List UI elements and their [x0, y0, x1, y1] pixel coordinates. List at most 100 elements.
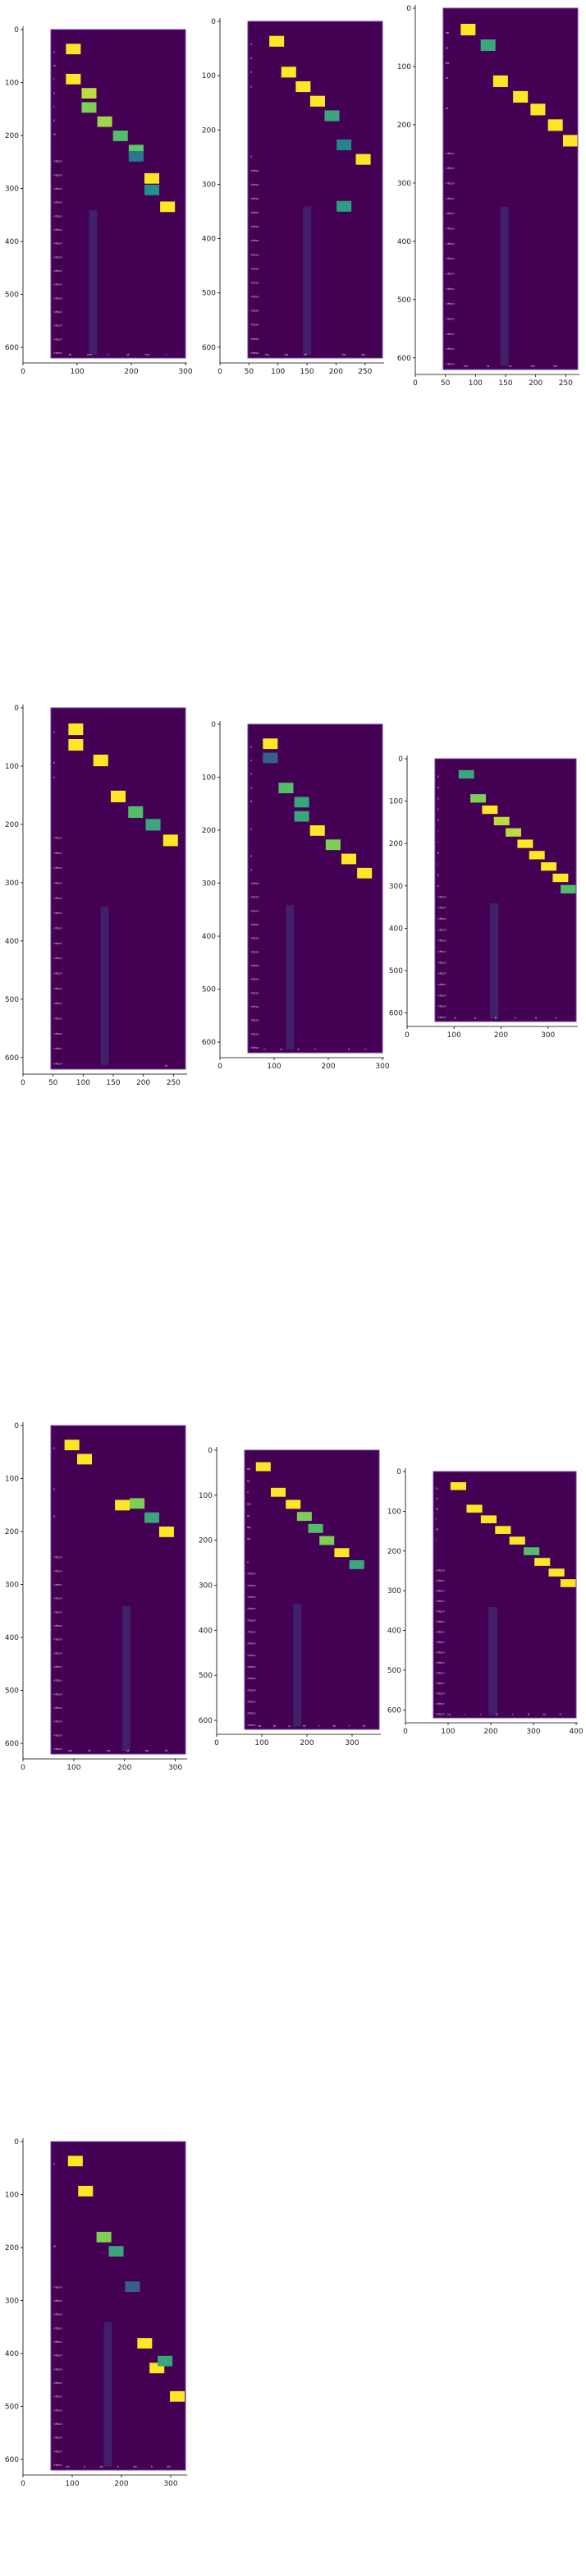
col-tick-label: fi — [535, 1017, 537, 1020]
row-tick-label: ie — [436, 1507, 438, 1510]
row-tick-label: er — [53, 132, 57, 135]
heatmap-frame — [433, 1471, 577, 1719]
row-tick-label: <fes> — [53, 2381, 62, 2385]
row-tick-label: <fes> — [53, 852, 62, 855]
heatmap-cell — [137, 2338, 153, 2349]
row-tick-label: <fes> — [446, 257, 455, 260]
row-tick-label: <fes> — [250, 296, 259, 299]
y-tick-label: 0 — [14, 1422, 19, 1430]
heatmap-cell — [562, 135, 578, 147]
x-tick-label: 200 — [117, 1764, 131, 1772]
heatmap-cell — [130, 1498, 145, 1509]
row-tick-label: <fes> — [436, 1702, 445, 1706]
row-tick-label: <fes> — [437, 928, 446, 931]
row-tick-label: e — [250, 43, 252, 46]
row-tick-label: <fes> — [53, 324, 62, 328]
row-tick-label: <fes> — [250, 337, 259, 341]
y-tick-label: 0 — [14, 2138, 19, 2147]
heatmap-background — [435, 759, 576, 1022]
row-tick-label: <fes> — [437, 907, 446, 910]
x-tick-label: 0 — [405, 1031, 410, 1040]
y-tick-label: 500 — [5, 2404, 19, 2412]
row-tick-label: <fes> — [446, 287, 455, 291]
x-tick-label: 0 — [21, 1764, 25, 1772]
row-tick-label: <fes> — [436, 1641, 445, 1644]
heatmap-cell — [96, 2231, 112, 2243]
heatmap-cell — [319, 1536, 335, 1545]
x-tick-label: 100 — [70, 368, 84, 376]
row-tick-label: <fes> — [250, 310, 259, 313]
heatmap-cell — [170, 2390, 185, 2402]
row-tick-label: <fes> — [247, 1642, 256, 1646]
col-tick-label: a — [474, 1017, 476, 1020]
y-tick-label: 200 — [389, 840, 403, 848]
heatmap-cell — [269, 35, 285, 47]
heatmap-cell — [110, 790, 126, 802]
row-tick-label: a — [437, 786, 439, 789]
col-tick-label: st — [126, 1749, 130, 1752]
row-tick-label: ea — [247, 1467, 250, 1471]
heatmap-cell — [552, 873, 569, 883]
heatmap-cell — [506, 828, 522, 837]
row-tick-label: <fes> — [247, 1584, 256, 1587]
row-tick-label: <fes> — [53, 296, 62, 300]
row-tick-label: an — [247, 1537, 250, 1541]
row-tick-label: <fes> — [53, 1017, 62, 1021]
y-tick-label: 200 — [5, 1528, 19, 1536]
row-tick-label: <fes> — [53, 866, 62, 870]
row-tick-label: <fes> — [437, 983, 446, 986]
row-tick-label: e — [437, 775, 439, 778]
row-tick-label: <fes> — [446, 318, 455, 321]
heatmap-cell — [561, 884, 576, 893]
y-tick-label: 400 — [5, 938, 19, 946]
heatmap-background — [248, 724, 382, 1053]
y-tick-label: 500 — [389, 967, 403, 976]
row-tick-label: <fes> — [53, 351, 62, 355]
col-tick-label: r — [512, 1713, 514, 1716]
row-tick-label: be — [446, 62, 449, 65]
heatmap-cell — [460, 24, 476, 36]
col-tick-label: r — [480, 1713, 482, 1716]
row-tick-label: <fes> — [446, 273, 455, 276]
heatmap-cell — [144, 184, 160, 195]
row-tick-label: ag — [247, 1526, 250, 1529]
row-tick-label: <fes> — [436, 1609, 445, 1613]
y-tick-label: 100 — [5, 763, 19, 771]
y-tick-label: 500 — [5, 996, 19, 1004]
y-tick-label: 100 — [5, 1476, 19, 1484]
y-tick-label: 300 — [5, 1582, 19, 1590]
x-tick-label: 200 — [300, 1739, 314, 1747]
heatmap-background — [245, 1450, 379, 1729]
x-tick-label: 0 — [217, 1063, 222, 1071]
row-tick-label: <fes> — [446, 212, 455, 215]
heatmap-background — [51, 708, 185, 1069]
row-tick-label: <fes> — [53, 927, 62, 930]
heatmap-frame — [244, 1449, 380, 1730]
y-tick-label: 600 — [199, 1717, 213, 1725]
y-tick-label: 0 — [14, 705, 19, 713]
col-tick-label: r — [349, 1724, 350, 1728]
row-tick-label: e — [53, 1446, 55, 1449]
x-tick-label: 100 — [66, 1764, 80, 1772]
heatmap-frame — [50, 29, 186, 359]
heatmap-frame — [247, 723, 383, 1054]
x-tick-label: 100 — [441, 1728, 455, 1736]
row-tick-label: <fes> — [53, 2340, 62, 2344]
row-tick-label: i — [436, 1518, 437, 1521]
row-tick-label: <fes> — [53, 2450, 62, 2453]
x-tick-label: 200 — [529, 379, 543, 388]
row-tick-label: <fes> — [53, 2422, 62, 2426]
y-tick-label: 0 — [211, 721, 216, 729]
x-tick-label: 50 — [441, 379, 451, 388]
row-tick-label: <fes> — [53, 1679, 62, 1683]
heatmap-cell — [547, 119, 563, 131]
heatmap-cell — [349, 1559, 364, 1569]
heatmap-padding-streak — [100, 907, 109, 1066]
y-tick-label: 200 — [202, 126, 216, 135]
y-tick-label: 0 — [14, 26, 19, 34]
heatmap-cell — [294, 797, 309, 808]
y-tick-label: 300 — [387, 1587, 401, 1596]
x-tick-label: 150 — [498, 379, 512, 388]
y-tick-label: 0 — [211, 18, 216, 26]
col-tick-label: fe — [333, 1724, 336, 1728]
